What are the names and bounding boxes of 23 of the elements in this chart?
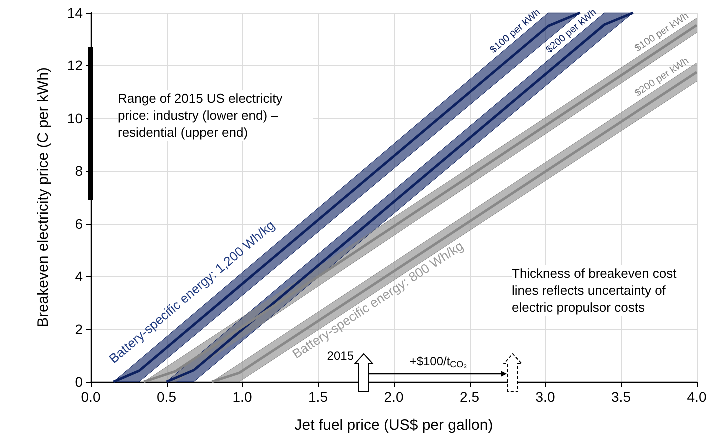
x-tick-label: 4.0 (687, 389, 707, 405)
x-tick-label: 3.0 (536, 389, 556, 405)
x-tick-label: 2.0 (384, 389, 404, 405)
x-tick-label: 3.5 (612, 389, 632, 405)
annotation: Thickness of breakeven cost lines reflects uncertainty of electric propulsor costs (512, 266, 680, 315)
x-tick-label: 1.0 (232, 389, 252, 405)
y-tick-label: 4 (75, 268, 84, 285)
y-tick-label: 2 (75, 321, 84, 338)
x-tick-label: 1.5 (308, 389, 328, 405)
x-tick-label: 0.5 (157, 389, 177, 405)
text: $100 per kWh (633, 11, 692, 55)
y-axis-title: Breakeven electricity price (C per kWh) (35, 67, 52, 328)
annotation: Range of 2015 US electricity price: industry (lower end) – residential (upper end) (118, 91, 286, 140)
text: $200 per kWh (633, 56, 692, 100)
y-tick-label: 0 (75, 374, 84, 390)
y-tick-label: 8 (75, 163, 84, 180)
y-tick-label: 10 (67, 110, 84, 126)
x-tick-label: 2.5 (460, 389, 480, 405)
y-tick-label: 12 (67, 58, 84, 74)
x-tick-label: 0.0 (81, 389, 101, 405)
y-tick-label: 6 (75, 216, 84, 232)
y-tick-label: 14 (67, 5, 84, 21)
x-axis-title: Jet fuel price (US$ per gallon) (294, 417, 494, 434)
